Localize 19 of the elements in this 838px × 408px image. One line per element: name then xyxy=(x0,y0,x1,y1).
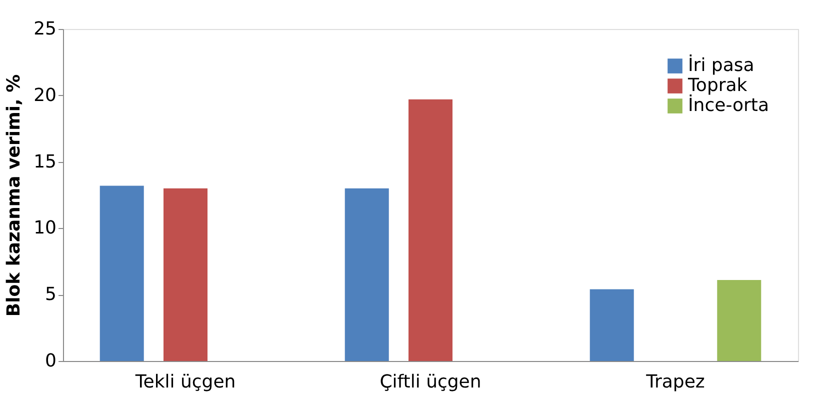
legend-label: İri pasa xyxy=(688,54,754,76)
y-tick-label: 20 xyxy=(34,84,56,106)
bar xyxy=(590,289,634,361)
y-tick-label: 15 xyxy=(34,151,56,172)
y-tick-label: 0 xyxy=(45,350,56,372)
y-tick-label: 10 xyxy=(34,218,56,239)
bar xyxy=(164,188,208,361)
bar xyxy=(408,99,452,361)
y-tick-label: 5 xyxy=(45,284,56,306)
bar xyxy=(717,280,762,361)
y-axis-title: Blok kazanma verimi, % xyxy=(4,74,25,317)
legend-label: İnce-orta xyxy=(688,94,770,116)
bar xyxy=(100,186,144,361)
x-tick-label: Çiftli üçgen xyxy=(380,372,482,392)
x-tick-label: Tekli üçgen xyxy=(134,372,236,392)
x-tick-label: Trapez xyxy=(645,372,705,392)
legend-label: Toprak xyxy=(687,75,748,96)
bar xyxy=(344,188,389,361)
y-tick-label: 25 xyxy=(34,18,56,40)
